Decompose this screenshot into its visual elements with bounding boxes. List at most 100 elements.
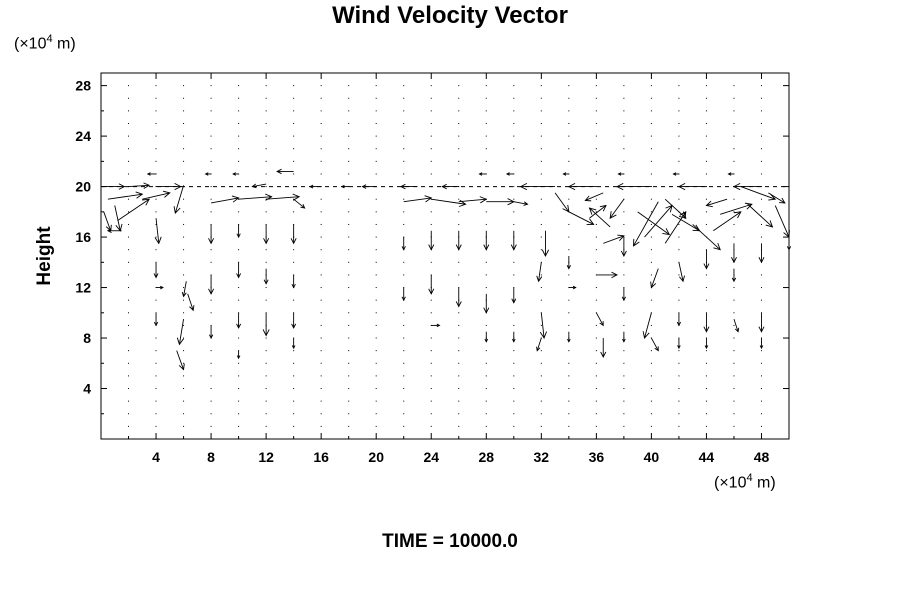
grid-dot xyxy=(540,110,542,112)
grid-dot xyxy=(403,425,405,427)
arrow-head xyxy=(620,250,627,257)
grid-dot xyxy=(265,186,267,188)
grid-dot xyxy=(238,148,240,150)
grid-dot xyxy=(293,400,295,402)
grid-dot xyxy=(320,400,322,402)
grid-dot xyxy=(485,324,487,326)
arrow-head xyxy=(703,326,710,333)
grid-dot xyxy=(238,160,240,162)
grid-dot xyxy=(348,148,350,150)
grid-dot xyxy=(623,362,625,364)
x-tick-label: 4 xyxy=(152,449,160,465)
arrow-head xyxy=(744,202,753,210)
arrow-head xyxy=(600,351,607,358)
grid-dot xyxy=(623,274,625,276)
grid-dot xyxy=(705,160,707,162)
wind-arrow xyxy=(786,237,792,251)
wind-arrow xyxy=(107,191,144,200)
grid-dot xyxy=(513,122,515,124)
y-axis-unit: (×104 m) xyxy=(14,33,76,53)
grid-dot xyxy=(788,312,790,314)
grid-dot xyxy=(183,425,185,427)
grid-dot xyxy=(183,97,185,99)
arrow-head xyxy=(142,198,150,206)
wind-arrow xyxy=(568,211,595,225)
grid-dot xyxy=(265,160,267,162)
grid-dot xyxy=(293,350,295,352)
grid-dot xyxy=(568,362,570,364)
grid-dot xyxy=(513,375,515,377)
grid-dot xyxy=(595,388,597,390)
grid-dot xyxy=(210,375,212,377)
grid-dot xyxy=(100,287,102,289)
grid-dot xyxy=(155,413,157,415)
grid-dot xyxy=(320,249,322,251)
grid-dot xyxy=(265,85,267,87)
arrow-shaft xyxy=(266,196,300,200)
wind-arrow xyxy=(562,172,569,176)
grid-dot xyxy=(265,388,267,390)
grid-dot xyxy=(430,337,432,339)
grid-dot xyxy=(183,173,185,175)
grid-dot xyxy=(128,425,130,427)
grid-dot xyxy=(320,274,322,276)
x-tick-label: 36 xyxy=(589,449,605,465)
grid-dot xyxy=(650,375,652,377)
grid-dot xyxy=(568,135,570,137)
grid-dot xyxy=(293,362,295,364)
grid-dot xyxy=(128,148,130,150)
grid-dot xyxy=(293,261,295,263)
grid-dot xyxy=(100,97,102,99)
x-tick-label: 12 xyxy=(258,449,274,465)
grid-dot xyxy=(760,85,762,87)
plot-frame xyxy=(100,72,790,440)
arrow-head xyxy=(236,323,242,329)
arrow-shaft xyxy=(538,262,542,282)
arrow-shaft xyxy=(403,197,432,203)
wind-arrow xyxy=(589,204,607,219)
grid-dot xyxy=(705,287,707,289)
arrow-head xyxy=(483,307,490,314)
arrow-head xyxy=(779,197,786,204)
wind-arrow xyxy=(759,338,764,350)
x-unit-exponent: 4 xyxy=(746,472,753,484)
arrow-head xyxy=(758,257,765,264)
grid-dot xyxy=(293,413,295,415)
grid-dot xyxy=(100,299,102,301)
arrow-head xyxy=(263,279,269,285)
grid-dot xyxy=(128,324,130,326)
grid-dot xyxy=(265,261,267,263)
grid-dot xyxy=(788,287,790,289)
wind-arrow xyxy=(596,271,618,279)
grid-dot xyxy=(485,388,487,390)
wind-arrow xyxy=(609,198,625,219)
grid-dot xyxy=(733,413,735,415)
grid-dot xyxy=(155,122,157,124)
grid-dot xyxy=(678,274,680,276)
wind-arrow xyxy=(621,287,626,302)
grid-dot xyxy=(293,97,295,99)
grid-dot xyxy=(733,375,735,377)
grid-dot xyxy=(348,425,350,427)
arrow-head xyxy=(567,338,571,343)
grid-dot xyxy=(568,198,570,200)
grid-dot xyxy=(595,135,597,137)
wind-arrow xyxy=(236,224,241,239)
grid-dot xyxy=(128,413,130,415)
grid-dot xyxy=(183,110,185,112)
wind-arrow xyxy=(128,182,151,189)
grid-dot xyxy=(155,85,157,87)
grid-dot xyxy=(595,249,597,251)
grid-dot xyxy=(293,160,295,162)
grid-dot xyxy=(623,312,625,314)
grid-dot xyxy=(513,324,515,326)
grid-dot xyxy=(788,337,790,339)
arrow-head xyxy=(633,238,640,247)
grid-dot xyxy=(568,375,570,377)
arrow-head xyxy=(208,238,215,245)
grid-dot xyxy=(540,249,542,251)
wind-arrow xyxy=(642,312,652,339)
wind-arrow xyxy=(505,172,514,176)
wind-arrow xyxy=(539,312,547,340)
grid-dot xyxy=(320,160,322,162)
